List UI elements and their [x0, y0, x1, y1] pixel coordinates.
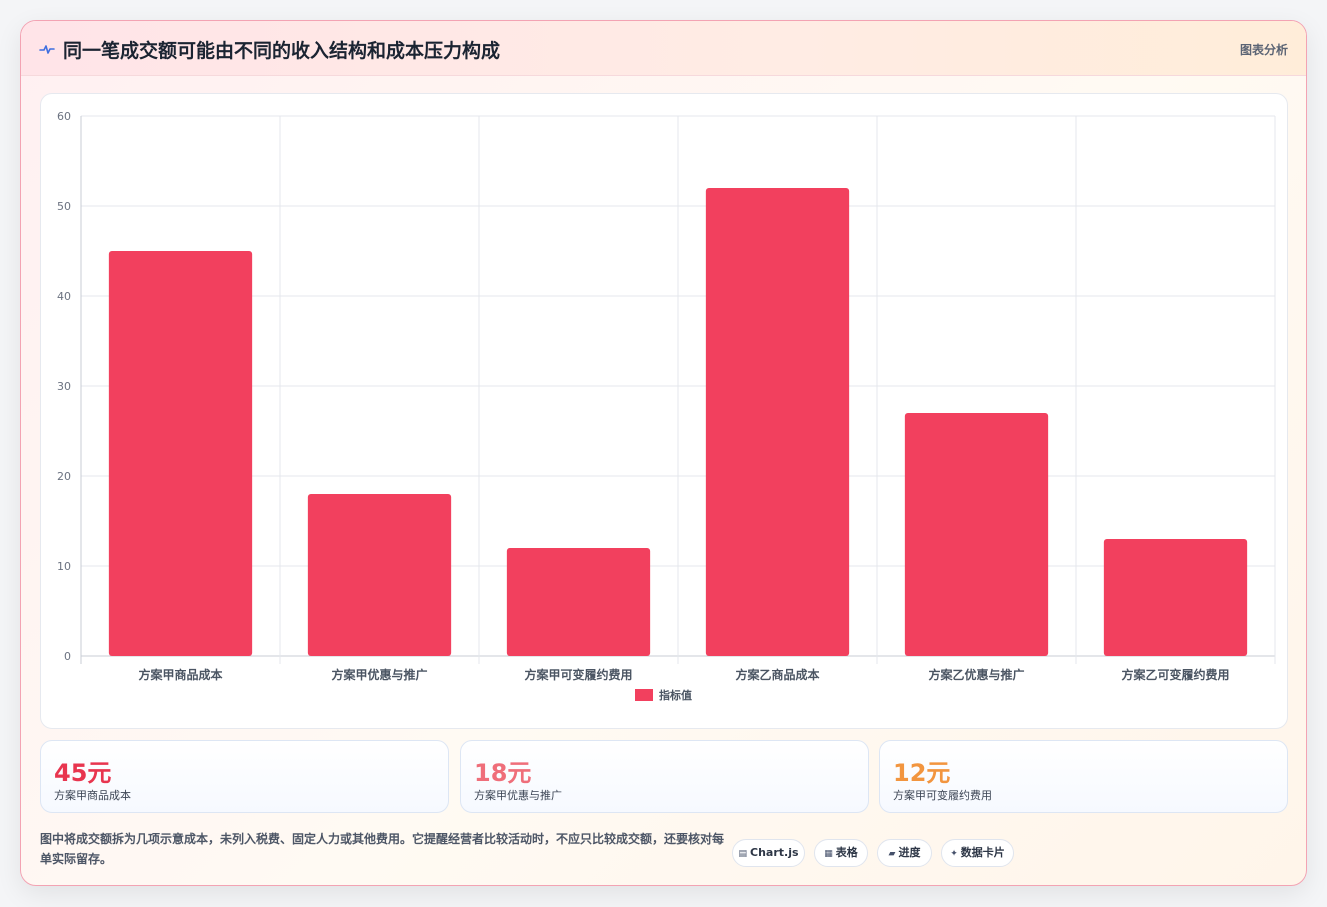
pulse-icon	[39, 45, 55, 54]
y-tick-label: 20	[57, 470, 71, 483]
table-icon: ▦	[824, 849, 833, 859]
stat-value: 12元	[893, 759, 951, 787]
stat-value: 18元	[474, 759, 532, 787]
chart-icon: ▤	[738, 849, 747, 859]
x-tick-label: 方案甲优惠与推广	[331, 667, 427, 682]
y-tick-label: 40	[57, 290, 71, 303]
chart-card: 同一笔成交额可能由不同的收入结构和成本压力构成 图表分析 0 10 20 30 40 50…	[20, 20, 1307, 886]
tag-data-card[interactable]: ✦ 数据卡片	[941, 839, 1014, 867]
bar	[904, 413, 1049, 656]
x-tick-label: 方案乙可变履约费用	[1121, 667, 1229, 682]
bar	[307, 494, 452, 656]
stat-label: 方案甲优惠与推广	[474, 789, 562, 802]
tag-label: 表格	[835, 846, 858, 859]
tag-table[interactable]: ▦ 表格	[814, 839, 868, 867]
page-title: 同一笔成交额可能由不同的收入结构和成本压力构成	[63, 40, 501, 62]
tag-label: Chart.js	[750, 846, 799, 859]
y-tick-label: 30	[57, 380, 71, 393]
chart-analysis-tag: 图表分析	[1239, 43, 1288, 57]
bar	[108, 251, 253, 656]
y-tick-label: 0	[64, 650, 71, 663]
stat-card: 18元 方案甲优惠与推广	[460, 740, 869, 813]
y-tick-label: 60	[57, 110, 71, 123]
tag-label: 数据卡片	[960, 846, 1005, 859]
stat-card: 45元 方案甲商品成本	[40, 740, 449, 813]
tag-chartjs[interactable]: ▤ Chart.js	[732, 839, 805, 867]
x-tick-label: 方案甲可变履约费用	[524, 667, 632, 682]
stat-card: 12元 方案甲可变履约费用	[879, 740, 1288, 813]
stat-label: 方案甲可变履约费用	[893, 789, 992, 802]
bar-chart: 0 10 20 30 40 50 60 方案甲商品成本 方案甲优惠与推广 方案甲可变履约费用 方案乙…	[57, 110, 1276, 702]
tag-progress[interactable]: ▰ 进度	[877, 839, 932, 867]
legend-swatch	[635, 689, 653, 701]
card-icon: ✦	[950, 849, 958, 859]
x-tick-label: 方案乙优惠与推广	[928, 667, 1024, 682]
stat-cards: 45元 方案甲商品成本 18元 方案甲优惠与推广 12元 方案甲可变履约费用	[40, 740, 1288, 813]
footnote: 图中将成交额拆为几项示意成本，未列入税费、固定人力或其他费用。它提醒经营者比较活…	[40, 832, 725, 866]
chart-panel: 0 10 20 30 40 50 60 方案甲商品成本 方案甲优惠与推广 方案甲可变履约费用 方案乙…	[40, 93, 1288, 729]
y-tick-label: 50	[57, 200, 71, 213]
card-header: 同一笔成交额可能由不同的收入结构和成本压力构成 图表分析	[21, 21, 1306, 76]
stat-value: 45元	[54, 759, 112, 787]
bar	[506, 548, 651, 656]
x-tick-label: 方案甲商品成本	[138, 667, 222, 682]
legend-label: 指标值	[659, 688, 692, 702]
bar	[1103, 539, 1248, 656]
bar	[705, 188, 850, 656]
stat-label: 方案甲商品成本	[54, 789, 131, 802]
progress-icon: ▰	[888, 849, 896, 859]
y-tick-label: 10	[57, 560, 71, 573]
tag-label: 进度	[898, 846, 921, 859]
x-tick-label: 方案乙商品成本	[735, 667, 819, 682]
